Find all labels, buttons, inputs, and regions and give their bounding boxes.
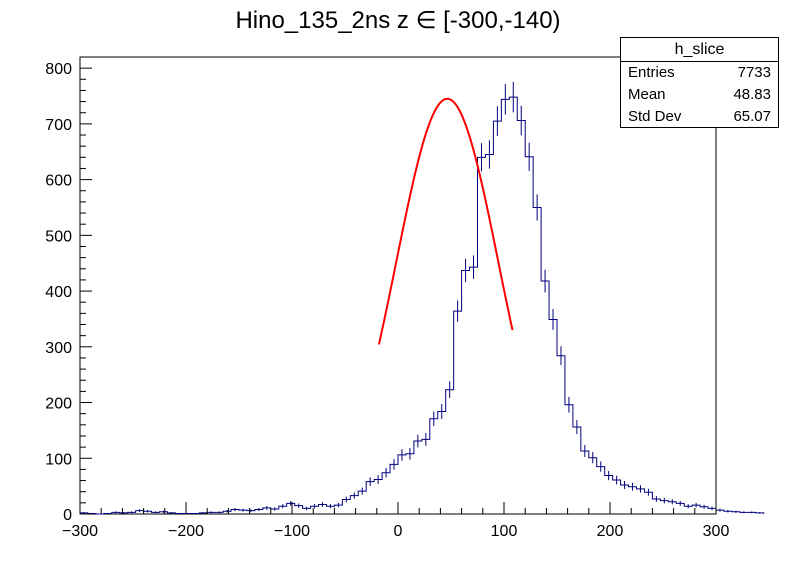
y-tick-label: 0 <box>63 507 72 524</box>
stats-stddev-label: Std Dev <box>628 108 682 125</box>
y-tick-label: 700 <box>45 117 72 134</box>
histogram-bin <box>406 454 414 514</box>
histogram-bin <box>525 157 533 514</box>
histogram-bin <box>597 467 605 514</box>
axes: −300 −200 −100 0 100 200 300 0 100 200 300 400 500 60… <box>45 56 730 540</box>
histogram-bin <box>462 270 470 514</box>
y-tick-label: 400 <box>45 284 72 301</box>
stats-row-mean: Mean 48.83 <box>621 84 778 106</box>
histogram-bin <box>414 441 422 514</box>
histogram-bin <box>573 427 581 514</box>
gaussian-fit <box>377 97 514 345</box>
stats-row-entries: Entries 7733 <box>621 62 778 84</box>
histogram-bin <box>422 439 430 514</box>
x-tick-label: 200 <box>597 523 624 540</box>
stats-stddev-value: 65.07 <box>733 108 771 125</box>
fit-curve <box>377 97 514 345</box>
y-tick-label: 300 <box>45 340 72 357</box>
x-tick-label: −300 <box>62 523 98 540</box>
histogram-bin <box>493 121 501 514</box>
histogram-bin <box>438 411 446 514</box>
stats-entries-value: 7733 <box>737 64 771 81</box>
histogram-bin <box>470 267 478 514</box>
histogram-bin <box>541 281 549 514</box>
histogram-bin <box>382 473 390 514</box>
stats-mean-value: 48.83 <box>733 86 771 103</box>
histogram-bin <box>589 458 597 514</box>
y-tick-label: 500 <box>45 228 72 245</box>
x-tick-label: 300 <box>703 523 730 540</box>
histogram-bin <box>478 157 486 514</box>
histogram-bin <box>454 311 462 514</box>
x-tick-label: 100 <box>491 523 518 540</box>
x-tick-label: −200 <box>168 523 204 540</box>
histogram-bin <box>637 489 645 514</box>
histogram-bin <box>366 482 374 514</box>
histogram-bin <box>374 479 382 514</box>
error-bars <box>83 81 761 514</box>
stats-row-stddev: Std Dev 65.07 <box>621 106 778 128</box>
y-tick-label: 800 <box>45 61 72 78</box>
histogram-bin <box>509 97 517 514</box>
histogram-bin <box>533 207 541 514</box>
histogram-bin <box>581 451 589 514</box>
histogram-line <box>79 96 765 515</box>
x-tick-label: 0 <box>394 523 403 540</box>
histogram-bin <box>565 405 573 514</box>
y-tick-label: 100 <box>45 451 72 468</box>
y-tick-label: 600 <box>45 173 72 190</box>
histogram-bin <box>549 319 557 514</box>
histogram-series <box>79 96 765 515</box>
y-tick-label: 200 <box>45 396 72 413</box>
histogram-bin <box>390 464 398 514</box>
stats-title: h_slice <box>621 38 778 62</box>
stats-mean-label: Mean <box>628 86 666 103</box>
histogram-bin <box>430 419 438 514</box>
stats-entries-label: Entries <box>628 64 675 81</box>
histogram-bin <box>557 356 565 514</box>
x-tick-label: −100 <box>274 523 310 540</box>
chart-title: Hino_135_2ns z ∈ [-300,-140) <box>235 7 561 34</box>
histogram-bin <box>446 390 454 514</box>
histogram-bin <box>517 121 525 514</box>
histogram-bin <box>613 480 621 514</box>
histogram-bin <box>629 487 637 514</box>
histogram-bin <box>398 455 406 514</box>
histogram-bin <box>621 485 629 514</box>
histogram-bin <box>605 476 613 514</box>
stats-box: h_slice Entries 7733 Mean 48.83 Std Dev … <box>620 37 779 128</box>
